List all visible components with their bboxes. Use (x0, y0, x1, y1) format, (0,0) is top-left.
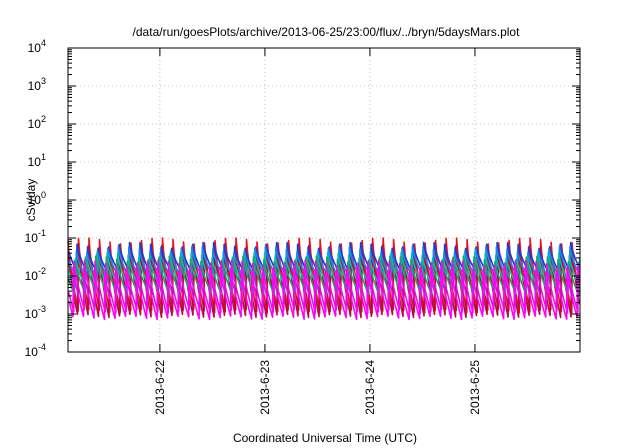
y-tick-label: 100 (28, 190, 46, 207)
y-tick-exponent: -3 (38, 304, 46, 314)
axis-ticks: 10-410-310-210-11001011021031042013-6-22… (25, 38, 580, 415)
y-tick-label: 104 (28, 38, 46, 55)
y-tick-exponent: -2 (38, 266, 46, 276)
y-tick-exponent: 1 (41, 152, 46, 162)
y-tick-exponent: 4 (41, 38, 46, 48)
y-tick-label: 10-2 (25, 266, 46, 283)
x-tick-label: 2013-6-22 (153, 360, 167, 415)
x-tick-label: 2013-6-24 (363, 360, 377, 415)
y-tick-exponent: 0 (41, 190, 46, 200)
data-series (67, 237, 581, 321)
chart-title: /data/run/goesPlots/archive/2013-06-25/2… (133, 25, 521, 39)
y-tick-exponent: -1 (38, 228, 46, 238)
y-tick-label: 10-3 (25, 304, 46, 321)
y-tick-exponent: 3 (41, 76, 46, 86)
y-tick-label: 10-1 (25, 228, 46, 245)
series-line (68, 265, 581, 321)
y-axis-label: cSv/day (24, 179, 38, 222)
y-tick-label: 102 (28, 114, 46, 131)
x-tick-label: 2013-6-23 (258, 360, 272, 415)
plot-frame (67, 47, 581, 353)
y-tick-label: 103 (28, 76, 46, 93)
x-tick-label: 2013-6-25 (468, 360, 482, 415)
y-tick-exponent: -4 (38, 342, 46, 352)
x-axis-label: Coordinated Universal Time (UTC) (233, 431, 417, 445)
y-tick-label: 10-4 (25, 342, 46, 359)
y-tick-exponent: 2 (41, 114, 46, 124)
y-tick-label: 101 (28, 152, 46, 169)
